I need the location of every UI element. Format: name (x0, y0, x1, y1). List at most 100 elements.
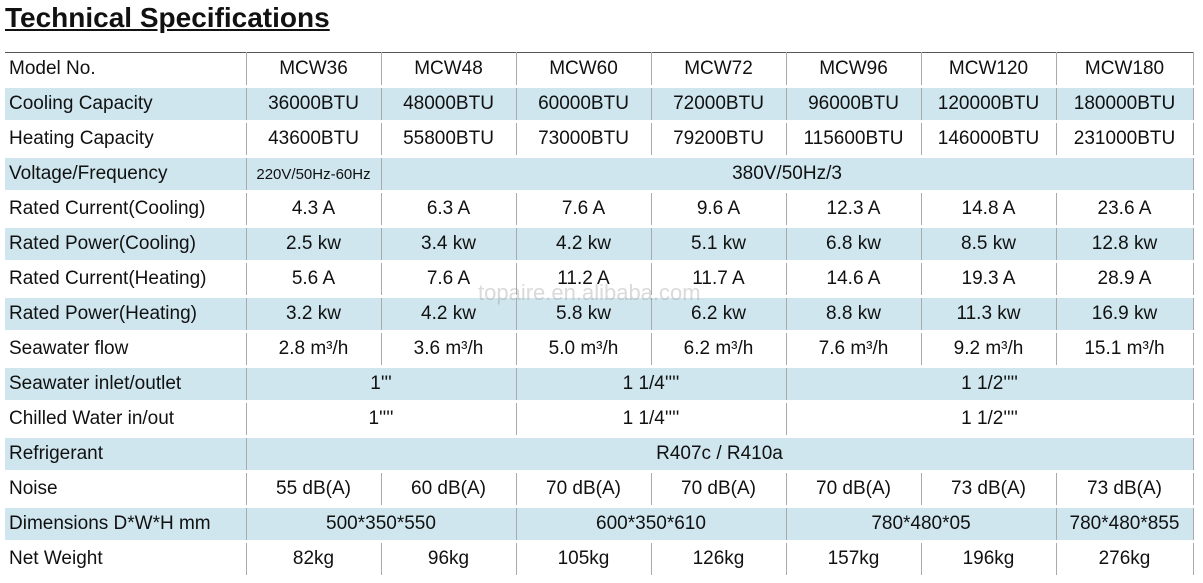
spec-value: 115600BTU (786, 121, 922, 158)
spec-row: Refrigerant R407c / R410a (5, 436, 1194, 473)
row-label: Dimensions D*W*H mm (5, 506, 247, 543)
row-label: Noise (5, 471, 247, 508)
row-label: Net Weight (5, 541, 247, 578)
spec-value: 380V/50Hz/3 (381, 156, 1194, 193)
spec-row: Heating Capacity 43600BTU 55800BTU 73000BTU… (5, 121, 1194, 158)
spec-value: 14.8 A (921, 191, 1057, 228)
spec-value: 12.8 kw (1056, 226, 1194, 263)
spec-value: 126kg (651, 541, 787, 578)
spec-value: 16.9 kw (1056, 296, 1194, 333)
spec-value: 157kg (786, 541, 922, 578)
spec-value: 3.4 kw (381, 226, 517, 263)
spec-value: 6.8 kw (786, 226, 922, 263)
spec-value: 70 dB(A) (516, 471, 652, 508)
row-label: Refrigerant (5, 436, 247, 473)
spec-value: 220V/50Hz-60Hz (246, 156, 382, 193)
row-label: Rated Current(Heating) (5, 261, 247, 298)
spec-value: 12.3 A (786, 191, 922, 228)
spec-value: 96000BTU (786, 86, 922, 123)
spec-value: 6.3 A (381, 191, 517, 228)
spec-value: 5.0 m³/h (516, 331, 652, 368)
spec-value: 55800BTU (381, 121, 517, 158)
spec-value: 43600BTU (246, 121, 382, 158)
model-header: MCW180 (1056, 52, 1194, 88)
spec-row: Rated Current(Cooling) 4.3 A 6.3 A 7.6 A 9.6… (5, 191, 1194, 228)
spec-value: 11.3 kw (921, 296, 1057, 333)
model-header: MCW48 (381, 52, 517, 88)
spec-value: 8.5 kw (921, 226, 1057, 263)
spec-value: 7.6 A (381, 261, 517, 298)
spec-value: 196kg (921, 541, 1057, 578)
row-label: Voltage/Frequency (5, 156, 247, 193)
spec-value: 6.2 m³/h (651, 331, 787, 368)
model-header: MCW60 (516, 52, 652, 88)
spec-value: 55 dB(A) (246, 471, 382, 508)
spec-value: 36000BTU (246, 86, 382, 123)
model-header: MCW120 (921, 52, 1057, 88)
spec-value: 2.5 kw (246, 226, 382, 263)
spec-value: 11.7 A (651, 261, 787, 298)
spec-value: 72000BTU (651, 86, 787, 123)
spec-row: Voltage/Frequency 220V/50Hz-60Hz 380V/50Hz… (5, 156, 1194, 193)
spec-value: 780*480*855 (1056, 506, 1194, 543)
spec-value: 73000BTU (516, 121, 652, 158)
spec-value: 79200BTU (651, 121, 787, 158)
row-label: Rated Power(Cooling) (5, 226, 247, 263)
spec-value: 7.6 m³/h (786, 331, 922, 368)
model-header: MCW96 (786, 52, 922, 88)
spec-row: Seawater inlet/outlet 1''' 1 1/4'''' 1 1/2'… (5, 366, 1194, 403)
row-label: Model No. (5, 52, 247, 88)
row-label: Seawater inlet/outlet (5, 366, 247, 403)
spec-row: Cooling Capacity 36000BTU 48000BTU 60000BTU… (5, 86, 1194, 123)
spec-row: Chilled Water in/out 1'''' 1 1/4'''' 1 1/2'… (5, 401, 1194, 438)
row-label: Rated Current(Cooling) (5, 191, 247, 228)
spec-value: 82kg (246, 541, 382, 578)
row-label: Heating Capacity (5, 121, 247, 158)
spec-value: 500*350*550 (246, 506, 517, 543)
spec-value: 5.1 kw (651, 226, 787, 263)
spec-value: 231000BTU (1056, 121, 1194, 158)
spec-value: 105kg (516, 541, 652, 578)
spec-value: 70 dB(A) (651, 471, 787, 508)
spec-value: 780*480*05 (786, 506, 1057, 543)
spec-value: 23.6 A (1056, 191, 1194, 228)
spec-value: 11.2 A (516, 261, 652, 298)
spec-row: Model No. MCW36 MCW48 MCW60 MCW72 MCW96 MCW120… (5, 52, 1194, 88)
spec-value: 4.3 A (246, 191, 382, 228)
spec-value: 96kg (381, 541, 517, 578)
spec-row: Seawater flow 2.8 m³/h 3.6 m³/h 5.0 m³/h 6.2… (5, 331, 1194, 368)
spec-row: Rated Current(Heating) 5.6 A 7.6 A 11.2 A 11… (5, 261, 1194, 298)
model-header: MCW36 (246, 52, 382, 88)
spec-row: Dimensions D*W*H mm 500*350*550 600*350*61… (5, 506, 1194, 543)
spec-value: 5.6 A (246, 261, 382, 298)
spec-value: 70 dB(A) (786, 471, 922, 508)
spec-value: 1 1/2'''' (786, 401, 1194, 438)
spec-value: 7.6 A (516, 191, 652, 228)
spec-value: 146000BTU (921, 121, 1057, 158)
spec-value: 9.2 m³/h (921, 331, 1057, 368)
spec-value: 120000BTU (921, 86, 1057, 123)
spec-value: 15.1 m³/h (1056, 331, 1194, 368)
spec-row: Net Weight 82kg 96kg 105kg 126kg 157kg 196kg 27… (5, 541, 1194, 578)
row-label: Rated Power(Heating) (5, 296, 247, 333)
spec-value: 73 dB(A) (921, 471, 1057, 508)
row-label: Cooling Capacity (5, 86, 247, 123)
spec-value: 3.6 m³/h (381, 331, 517, 368)
spec-value: 1'''' (246, 401, 517, 438)
model-header: MCW72 (651, 52, 787, 88)
spec-value: 19.3 A (921, 261, 1057, 298)
title: Technical Specifications (5, 2, 330, 33)
row-label: Seawater flow (5, 331, 247, 368)
spec-value: 276kg (1056, 541, 1194, 578)
spec-value: R407c / R410a (246, 436, 1194, 473)
spec-value: 48000BTU (381, 86, 517, 123)
spec-value: 2.8 m³/h (246, 331, 382, 368)
spec-row: Noise 55 dB(A) 60 dB(A) 70 dB(A) 70 dB(A) 70 … (5, 471, 1194, 508)
spec-value: 4.2 kw (381, 296, 517, 333)
spec-value: 1 1/4'''' (516, 401, 787, 438)
spec-value: 60 dB(A) (381, 471, 517, 508)
spec-value: 28.9 A (1056, 261, 1194, 298)
spec-value: 1''' (246, 366, 517, 403)
spec-value: 60000BTU (516, 86, 652, 123)
spec-value: 14.6 A (786, 261, 922, 298)
